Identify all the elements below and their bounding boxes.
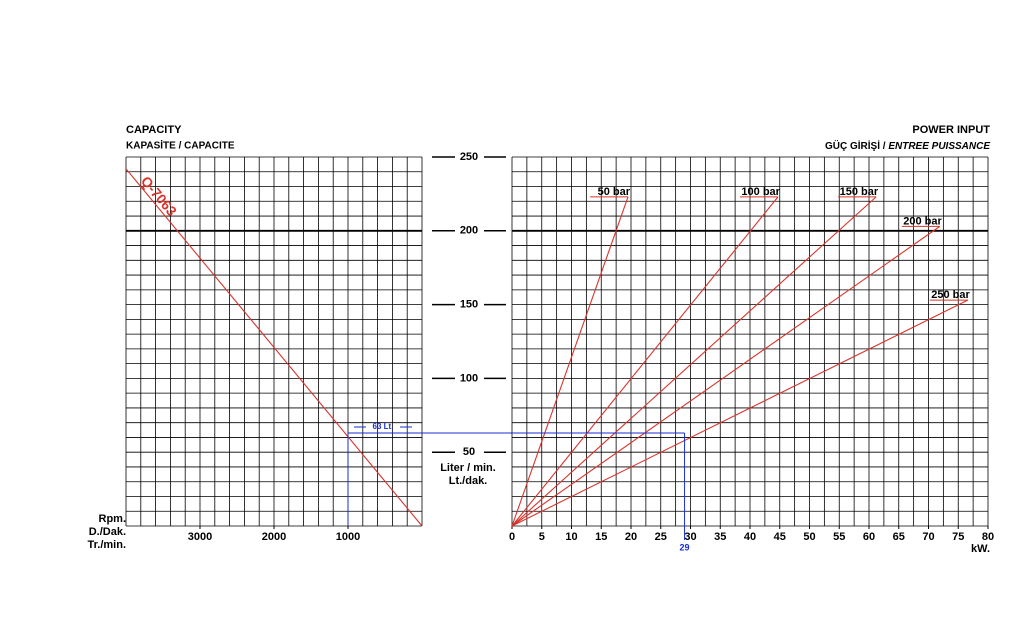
series-label: 250 bar	[931, 289, 970, 301]
x-tick-label: 80	[982, 531, 994, 543]
x-tick-label: 65	[893, 531, 905, 543]
x-tick-label: 15	[595, 531, 607, 543]
series-line	[511, 196, 779, 527]
x-axis-label: kW.	[971, 543, 990, 555]
series-label: 50 bar	[598, 186, 631, 198]
x-tick-label: 70	[922, 531, 934, 543]
x-tick-label: 50	[803, 531, 815, 543]
y-axis-label: Liter / min.	[440, 462, 496, 474]
series-label: 150 bar	[840, 186, 879, 198]
y-tick-label: 50	[463, 446, 475, 458]
x-tick-label: 35	[714, 531, 726, 543]
left-subtitle: KAPASİTE / CAPACITE	[126, 139, 235, 152]
x-tick-label: 40	[744, 531, 756, 543]
subtitle-tr: GÜÇ GİRİŞİ /	[825, 139, 886, 152]
reference-label: 63 Lt.	[373, 422, 394, 431]
x-axis-label: D./Dak.	[89, 526, 126, 538]
series-line	[511, 299, 969, 527]
reference-label: 29	[680, 542, 690, 552]
series-line	[511, 196, 877, 527]
y-tick-label: 200	[460, 225, 478, 237]
x-tick-label: 60	[863, 531, 875, 543]
series-line	[125, 168, 423, 527]
x-tick-label: 30	[684, 531, 696, 543]
y-tick-label: 100	[460, 372, 478, 384]
x-tick-label: 3000	[188, 531, 212, 543]
y-axis-label: Lt./dak.	[449, 475, 488, 487]
x-axis-label: Tr./min.	[87, 539, 126, 551]
x-tick-label: 10	[565, 531, 577, 543]
right-subtitle: GÜÇ GİRİŞİ / ENTREE PUISSANCE	[825, 139, 990, 152]
x-tick-label: 45	[774, 531, 786, 543]
right-title: POWER INPUT	[912, 124, 990, 136]
x-tick-label: 25	[655, 531, 667, 543]
x-tick-label: 55	[833, 531, 845, 543]
x-tick-label: 0	[509, 531, 515, 543]
x-tick-label: 75	[952, 531, 964, 543]
series-label: Q-7063	[138, 173, 180, 219]
series-line	[511, 196, 629, 527]
y-tick-label: 150	[460, 299, 478, 311]
left-title: CAPACITY	[126, 124, 182, 136]
subtitle-fr: ENTREE PUISSANCE	[888, 141, 990, 152]
x-tick-label: 20	[625, 531, 637, 543]
series-line	[511, 225, 941, 527]
x-tick-label: 1000	[336, 531, 360, 543]
x-tick-label: 5	[539, 531, 545, 543]
x-axis-label: Rpm.	[99, 513, 127, 525]
series-label: 100 bar	[741, 186, 780, 198]
x-tick-label: 2000	[262, 531, 286, 543]
y-tick-label: 250	[460, 151, 478, 163]
series-label: 200 bar	[903, 215, 942, 227]
